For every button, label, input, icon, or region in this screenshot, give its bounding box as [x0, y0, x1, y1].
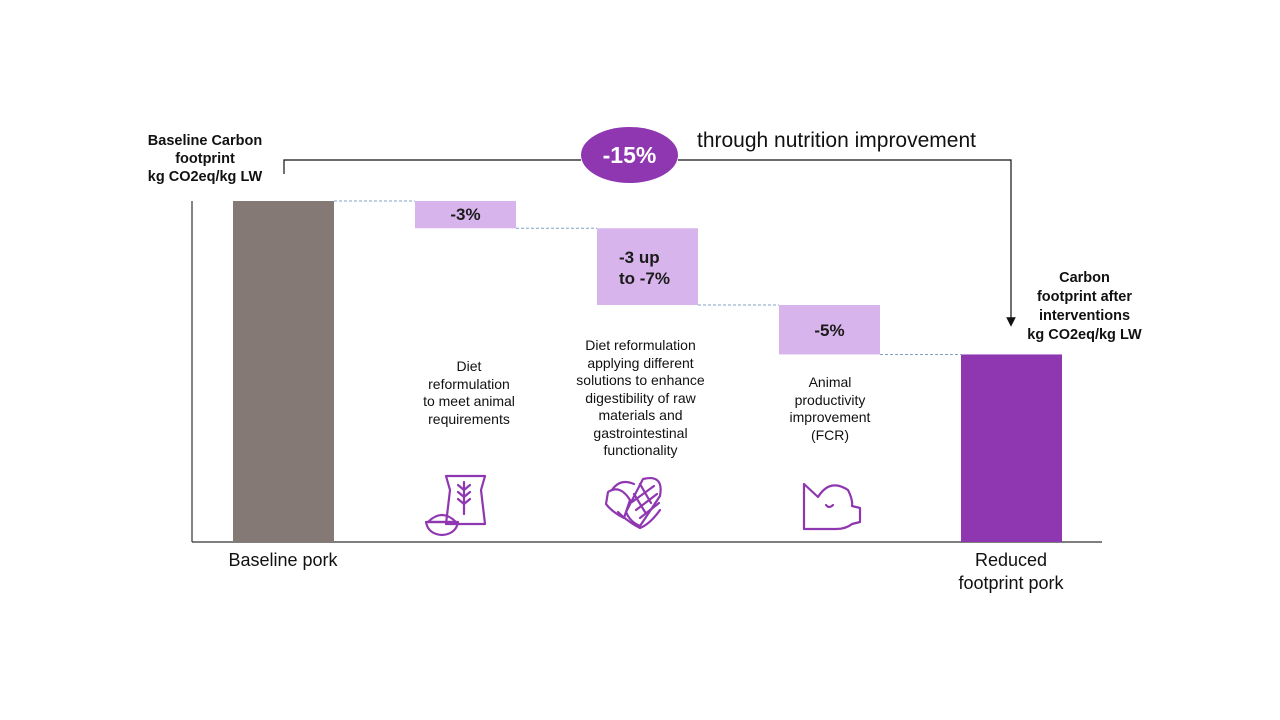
baseline-bar [233, 201, 334, 542]
total-bracket-left [283, 159, 581, 174]
result-header: Carbon footprint after interventions kg … [1027, 270, 1142, 343]
corn-icon [604, 477, 662, 530]
step-2-value: -3 up to -7% [619, 247, 670, 288]
pig-head-icon [802, 482, 862, 531]
total-badge [581, 127, 678, 183]
step-2-description: Diet reformulation applying different so… [576, 337, 705, 458]
step-bar-1 [415, 201, 516, 229]
reduced-bar [961, 354, 1062, 542]
step-3-value: -5% [814, 321, 845, 340]
total-badge-label: -15% [602, 141, 657, 168]
baseline-category-label: Baseline pork [228, 550, 338, 570]
step-3-description: Animal productivity improvement (FCR) [789, 374, 871, 443]
step-1-value: -3% [450, 205, 481, 224]
total-bracket-arrow [678, 159, 1016, 327]
total-description: through nutrition improvement [697, 129, 976, 152]
baseline-header: Baseline Carbon footprint kg CO2eq/kg LW [147, 133, 263, 185]
result-category-label: Reduced footprint pork [958, 550, 1064, 593]
step-1-description: Diet reformulation to meet animal requir… [423, 358, 515, 427]
step-bar-2 [597, 228, 698, 306]
feed-bag-icon [424, 474, 487, 537]
step-bar-3 [779, 305, 880, 355]
